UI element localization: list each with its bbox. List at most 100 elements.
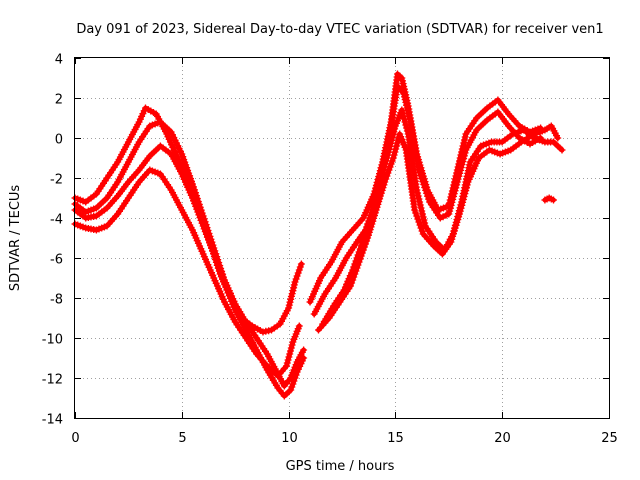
x-axis-label: GPS time / hours xyxy=(286,459,395,474)
data-point xyxy=(413,186,421,194)
data-point xyxy=(382,175,390,183)
data-point xyxy=(412,209,420,217)
data-point xyxy=(284,356,292,364)
data-point xyxy=(357,252,365,260)
data-point xyxy=(297,260,305,268)
data-point xyxy=(363,237,371,245)
data-point xyxy=(449,196,457,203)
data-point xyxy=(386,163,394,171)
data-point xyxy=(359,246,367,254)
data-point xyxy=(554,134,562,142)
data-point xyxy=(393,139,401,147)
data-point xyxy=(461,136,468,144)
data-point xyxy=(288,383,296,391)
data-point xyxy=(392,145,400,153)
data-point xyxy=(385,166,393,174)
data-point xyxy=(352,267,360,275)
y-tick-label: -4 xyxy=(50,213,63,228)
data-point xyxy=(401,118,409,126)
data-point xyxy=(351,270,359,278)
data-point xyxy=(417,224,425,232)
data-point xyxy=(391,148,399,156)
data-point xyxy=(403,127,411,135)
data-point xyxy=(353,264,361,272)
data-point xyxy=(300,354,308,362)
data-point xyxy=(388,157,396,165)
data-point xyxy=(354,261,362,269)
data-point xyxy=(418,227,426,235)
data-point xyxy=(283,359,291,367)
y-tick-label: -2 xyxy=(50,173,63,188)
data-point xyxy=(389,154,397,162)
y-tick-label: 0 xyxy=(55,133,63,148)
data-point xyxy=(287,347,294,355)
y-tick-label: -8 xyxy=(50,293,63,308)
data-point xyxy=(420,216,428,224)
data-point xyxy=(294,269,302,277)
data-point xyxy=(461,133,469,141)
data-point xyxy=(419,213,427,221)
data-point xyxy=(362,240,369,248)
data-point xyxy=(293,272,301,280)
data-point xyxy=(419,210,426,218)
series-track-9 xyxy=(541,194,557,204)
data-point xyxy=(295,266,303,274)
data-point xyxy=(399,109,407,117)
data-point xyxy=(400,115,408,123)
data-point xyxy=(398,106,406,114)
y-tick-label: 4 xyxy=(55,53,63,68)
y-tick-label: 2 xyxy=(55,93,63,108)
data-point xyxy=(414,189,421,197)
x-tick-label: 20 xyxy=(494,431,511,446)
data-point xyxy=(414,215,422,223)
data-point xyxy=(381,178,389,186)
series-track-4 xyxy=(71,166,303,380)
data-point xyxy=(291,374,299,382)
data-point xyxy=(288,341,296,349)
data-point xyxy=(358,249,366,257)
data-point xyxy=(355,258,363,266)
data-point xyxy=(416,201,424,209)
data-point xyxy=(459,196,467,203)
y-tick-label: -10 xyxy=(42,333,63,348)
data-point xyxy=(356,255,364,263)
data-point xyxy=(415,195,423,203)
data-point xyxy=(347,282,354,290)
data-point xyxy=(415,218,423,226)
data-point xyxy=(285,353,293,361)
data-point xyxy=(413,212,421,220)
x-tick-label: 15 xyxy=(387,431,404,446)
data-point xyxy=(383,172,391,180)
plot-frame xyxy=(74,57,610,419)
x-tick-label: 0 xyxy=(71,431,79,446)
data-point xyxy=(420,181,428,188)
data-point xyxy=(287,386,295,394)
data-point xyxy=(402,121,410,129)
data-point xyxy=(399,112,407,120)
data-point xyxy=(286,350,294,358)
data-point xyxy=(290,377,298,385)
data-point xyxy=(393,142,400,150)
data-point xyxy=(360,243,368,251)
data-point xyxy=(292,275,300,283)
data-point xyxy=(414,192,422,200)
data-point xyxy=(457,164,465,171)
data-point xyxy=(384,169,392,177)
x-tick-label: 5 xyxy=(178,431,186,446)
data-point xyxy=(460,139,468,147)
series-track-3 xyxy=(71,142,308,400)
x-tick-label: 10 xyxy=(281,431,298,446)
data-point xyxy=(289,380,297,388)
data-point xyxy=(296,263,304,271)
plot-area xyxy=(71,70,566,400)
data-point xyxy=(291,278,299,286)
data-point xyxy=(416,198,424,206)
data-point xyxy=(348,279,356,287)
data-point xyxy=(283,362,290,370)
data-point xyxy=(558,146,566,154)
y-tick-label: -6 xyxy=(50,253,63,268)
series-track-8 xyxy=(315,122,562,334)
data-point xyxy=(418,207,426,215)
y-axis-label: SDTVAR / TECUs xyxy=(8,185,23,292)
